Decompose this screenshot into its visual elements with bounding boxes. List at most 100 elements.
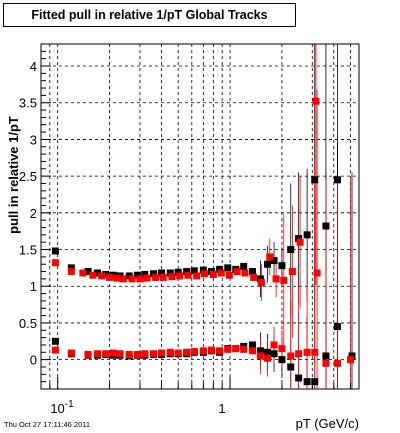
data-markers (51, 97, 356, 386)
data-marker-0-31 (322, 222, 330, 230)
data-marker-1-11 (152, 273, 160, 281)
data-marker-0-30 (311, 176, 319, 184)
data-marker-1-18 (209, 270, 217, 278)
data-marker-0-11 (157, 269, 165, 277)
data-marker-0-33 (51, 337, 59, 345)
data-marker-1-16 (193, 272, 201, 280)
data-marker-1-59 (287, 352, 295, 360)
data-marker-1-3 (89, 271, 97, 279)
data-marker-1-33 (67, 349, 75, 357)
data-marker-1-62 (311, 348, 319, 356)
data-marker-0-32 (333, 176, 341, 184)
x-axis-ticks (49, 377, 352, 389)
data-marker-1-45 (174, 349, 182, 357)
data-marker-0-57 (264, 348, 272, 356)
data-marker-1-34 (84, 351, 92, 358)
y-tick-label-2: 1 (30, 279, 37, 294)
data-marker-0-56 (256, 347, 264, 355)
data-marker-1-49 (207, 346, 215, 354)
data-marker-1-32 (51, 346, 59, 354)
data-marker-0-10 (150, 270, 158, 278)
data-marker-0-23 (256, 275, 264, 283)
data-marker-1-27 (280, 276, 288, 284)
y-tick-label-3: 1.5 (19, 243, 37, 258)
data-marker-0-18 (216, 265, 224, 273)
data-marker-1-10 (143, 274, 151, 282)
data-marker-1-22 (241, 269, 249, 277)
data-marker-1-51 (224, 345, 232, 353)
data-marker-0-24 (264, 260, 272, 268)
data-marker-1-37 (109, 349, 117, 357)
data-marker-1-13 (168, 273, 176, 281)
y-axis-ticks: 0 0.5 1 1.5 2 2.5 3 3.5 4 (19, 43, 51, 390)
data-marker-1-20 (225, 271, 233, 279)
data-marker-0-13 (174, 268, 182, 276)
data-marker-1-23 (250, 273, 258, 281)
data-marker-0-8 (133, 271, 141, 279)
x-tick-label-0-exp: -1 (65, 399, 74, 410)
y-tick-label-7: 3.5 (19, 96, 37, 111)
data-marker-1-43 (157, 349, 165, 357)
data-marker-1-52 (232, 345, 240, 353)
chart-title-box: Fitted pull in relative 1/pT Global Trac… (3, 3, 296, 27)
data-marker-1-17 (200, 270, 208, 278)
data-marker-0-4 (102, 270, 110, 278)
data-marker-1-65 (347, 356, 355, 364)
data-marker-0-25 (270, 257, 278, 265)
data-marker-0-60 (287, 363, 295, 371)
data-marker-1-38 (116, 350, 124, 358)
data-marker-1-40 (133, 351, 141, 358)
x-tick-label-0: 10-1 (50, 399, 74, 416)
data-marker-0-66 (348, 352, 356, 360)
y-tick-label-0: 0 (30, 353, 37, 368)
data-marker-1-6 (113, 274, 121, 282)
data-marker-1-26 (272, 275, 280, 283)
data-marker-1-48 (199, 347, 207, 355)
grid-lines (41, 44, 359, 389)
x-tick-label-1: 1 (218, 401, 225, 416)
data-marker-1-8 (128, 275, 136, 283)
data-marker-0-3 (93, 269, 101, 277)
data-marker-1-44 (166, 348, 174, 356)
data-marker-0-12 (166, 269, 174, 277)
data-marker-1-9 (136, 275, 144, 283)
data-marker-1-25 (266, 253, 274, 261)
chart-title: Fitted pull in relative 1/pT Global Trac… (31, 8, 268, 22)
data-marker-0-14 (183, 268, 191, 276)
data-marker-0-0 (51, 247, 59, 255)
data-marker-0-58 (270, 350, 278, 358)
data-marker-1-57 (270, 341, 278, 349)
x-tick-label-0-base: 10 (50, 401, 64, 416)
data-marker-0-2 (84, 268, 92, 276)
data-marker-1-54 (249, 347, 257, 355)
timestamp-footer: Thu Oct 27 17:11:46 2011 (4, 420, 91, 429)
data-marker-1-61 (303, 348, 311, 356)
data-marker-0-62 (303, 378, 311, 386)
data-marker-1-46 (183, 348, 191, 356)
data-marker-0-65 (333, 323, 341, 331)
data-marker-1-64 (333, 359, 341, 367)
data-marker-1-19 (217, 269, 225, 277)
data-marker-1-14 (176, 272, 184, 280)
data-marker-1-31 (313, 269, 321, 277)
data-marker-0-9 (141, 270, 149, 278)
data-marker-0-27 (287, 246, 295, 254)
data-marker-1-42 (150, 350, 158, 358)
y-axis-title: pull in relative 1/pT (6, 116, 21, 234)
data-marker-1-21 (233, 268, 241, 276)
y-tick-label-5: 2.5 (19, 169, 37, 184)
data-marker-0-16 (199, 266, 207, 274)
data-marker-1-63 (322, 359, 330, 367)
data-marker-1-29 (296, 238, 304, 246)
x-axis-title: pT (GeV/c) (296, 416, 359, 431)
data-marker-1-15 (184, 271, 192, 279)
data-marker-1-7 (119, 275, 127, 283)
data-marker-1-30 (312, 97, 320, 105)
data-marker-0-63 (311, 378, 319, 386)
data-marker-1-35 (93, 350, 101, 358)
data-marker-1-2 (79, 269, 87, 277)
plot-frame (40, 43, 360, 390)
data-marker-1-50 (216, 347, 224, 355)
data-marker-0-29 (303, 231, 311, 239)
